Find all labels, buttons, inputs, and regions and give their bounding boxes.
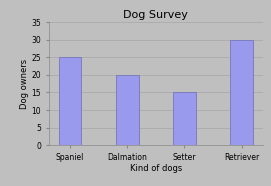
Y-axis label: Dog owners: Dog owners [20,59,29,109]
Bar [116,75,139,145]
Bar [59,57,81,145]
Title: Dog Survey: Dog Survey [123,10,188,20]
X-axis label: Kind of dogs: Kind of dogs [130,164,182,174]
Bar [173,92,196,145]
Bar [230,40,253,145]
